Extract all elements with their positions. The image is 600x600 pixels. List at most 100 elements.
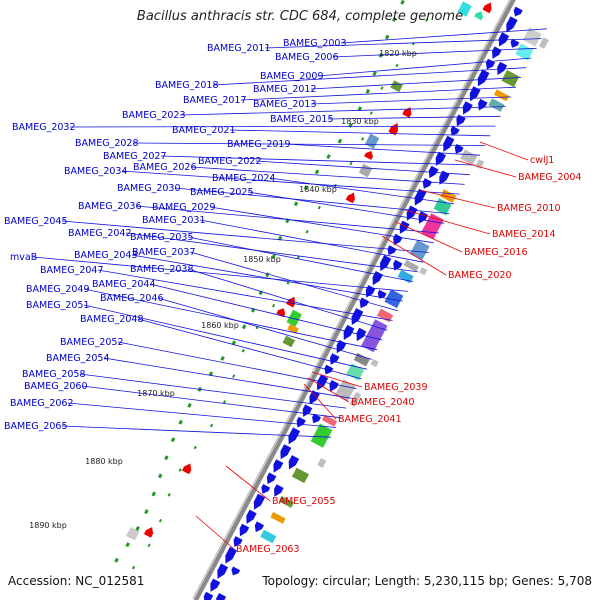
forward-cds-arrow-outer	[418, 211, 429, 224]
cog-feature-block	[278, 496, 294, 508]
forward-leader-line	[317, 57, 532, 77]
forward-gene-label: BAMEG_2023	[122, 110, 186, 121]
reverse-cog-block	[286, 309, 302, 327]
forward-cds-arrow-outer	[510, 38, 520, 48]
forward-leader-line	[83, 288, 378, 351]
forward-cds-arrow	[239, 523, 250, 537]
forward-gene-label: BAMEG_2043	[74, 250, 138, 261]
comparison-block	[349, 391, 362, 407]
forward-cds-arrow	[233, 536, 243, 547]
forward-cds-arrow-outer	[312, 413, 321, 424]
forward-leader-line	[132, 142, 486, 146]
comparison-block	[419, 267, 428, 276]
forward-leader-line	[340, 28, 547, 44]
gc-skew-dot	[241, 349, 245, 353]
forward-leader-line	[137, 318, 362, 380]
forward-gene-label: BAMEG_2037	[132, 247, 196, 258]
reverse-gene-label: BAMEG_2016	[464, 247, 528, 258]
forward-gene-label: BAMEG_2009	[260, 71, 324, 82]
label-leader-lines	[33, 28, 547, 550]
forward-gene-label: BAMEG_2045	[4, 216, 68, 227]
forward-gene-label: mvaB	[10, 252, 37, 263]
forward-cds-arrow	[225, 546, 237, 564]
forward-gene-label: BAMEG_2048	[80, 314, 144, 325]
forward-gene-label: BAMEG_2062	[10, 398, 74, 409]
reverse-cds-arrow	[364, 151, 373, 160]
gc-track-dot	[187, 403, 192, 408]
cog-feature-block	[460, 149, 478, 165]
forward-gene-label: BAMEG_2006	[275, 52, 339, 63]
forward-leader-line	[160, 155, 475, 166]
forward-cds-arrow	[435, 151, 446, 166]
forward-cds-arrow	[324, 364, 334, 375]
forward-gene-label: BAMEG_2034	[64, 166, 128, 177]
kbp-tick-label: 1850 kbp	[243, 255, 281, 264]
gc-track-dot	[151, 491, 156, 497]
reverse-cds-arrow	[143, 527, 154, 538]
forward-cds-arrow	[380, 255, 392, 272]
gc-track-dot	[114, 557, 119, 563]
reverse-cds-arrow	[482, 2, 492, 14]
cog-feature-block	[361, 319, 388, 353]
forward-cds-arrow	[399, 220, 410, 234]
gc-skew-dot	[305, 230, 309, 234]
cog-feature-block	[433, 198, 452, 216]
cog-feature-block	[310, 423, 333, 448]
reverse-leader-line	[303, 383, 337, 420]
forward-cds-arrow	[210, 578, 221, 592]
forward-gene-label: BAMEG_2047	[40, 265, 104, 276]
forward-cds-arrow	[456, 114, 466, 127]
cog-feature-block	[377, 308, 394, 323]
forward-leader-line	[149, 283, 383, 341]
forward-leader-line	[187, 236, 414, 282]
kbp-tick-label: 1890 kbp	[29, 521, 67, 530]
cog-feature-block	[397, 269, 414, 284]
forward-gene-label: BAMEG_2018	[155, 80, 219, 91]
forward-cds-arrow	[316, 374, 329, 391]
forward-cds-arrow-outer	[274, 484, 284, 497]
forward-cds-arrow-outer	[478, 98, 488, 111]
forward-gene-label: BAMEG_2031	[142, 215, 206, 226]
forward-leader-line	[310, 96, 511, 105]
forward-cds-arrow	[261, 484, 271, 494]
reverse-leader-line	[381, 235, 447, 276]
kbp-tick-label: 1860 kbp	[201, 321, 239, 330]
reverse-cog-block	[457, 1, 472, 17]
forward-gene-label: BAMEG_2032	[12, 122, 76, 133]
forward-leader-line	[264, 38, 542, 49]
reverse-gene-label: BAMEG_2014	[492, 229, 556, 240]
gc-track-dot	[170, 437, 176, 443]
reverse-cds-arrow	[345, 192, 355, 204]
forward-leader-line	[187, 268, 388, 331]
gc-skew-dot	[395, 63, 399, 68]
gc-skew-dot	[232, 374, 236, 378]
forward-leader-line	[97, 269, 393, 321]
reverse-gene-label: BAMEG_2039	[364, 382, 428, 393]
reverse-leader-line	[225, 465, 271, 502]
forward-gene-label: BAMEG_2046	[100, 293, 164, 304]
forward-cds-arrow	[469, 86, 481, 102]
gc-skew-dot	[158, 518, 162, 523]
forward-leader-line	[125, 232, 419, 273]
forward-cds-arrow-outer	[439, 170, 450, 185]
forward-cds-arrow	[296, 416, 306, 428]
forward-gene-label: BAMEG_2024	[212, 173, 276, 184]
cog-feature-block	[501, 70, 520, 88]
forward-leader-line	[240, 86, 517, 101]
gc-track-dot	[400, 0, 405, 5]
gc-track-dot	[384, 34, 390, 40]
gc-skew-dot	[369, 111, 373, 115]
forward-cds-arrow	[498, 32, 510, 47]
cog-feature-block	[515, 43, 534, 61]
forward-cds-arrow	[343, 324, 355, 340]
forward-leader-line	[67, 402, 337, 428]
reverse-leader-line	[195, 515, 235, 550]
forward-cds-arrow	[217, 563, 229, 579]
forward-leader-line	[83, 304, 367, 370]
reverse-leader-line	[395, 221, 463, 253]
forward-leader-line	[61, 425, 331, 438]
reverse-gene-label: BAMEG_2063	[236, 544, 300, 555]
cog-feature-block	[321, 414, 338, 427]
forward-gene-label: BAMEG_2058	[22, 369, 86, 380]
